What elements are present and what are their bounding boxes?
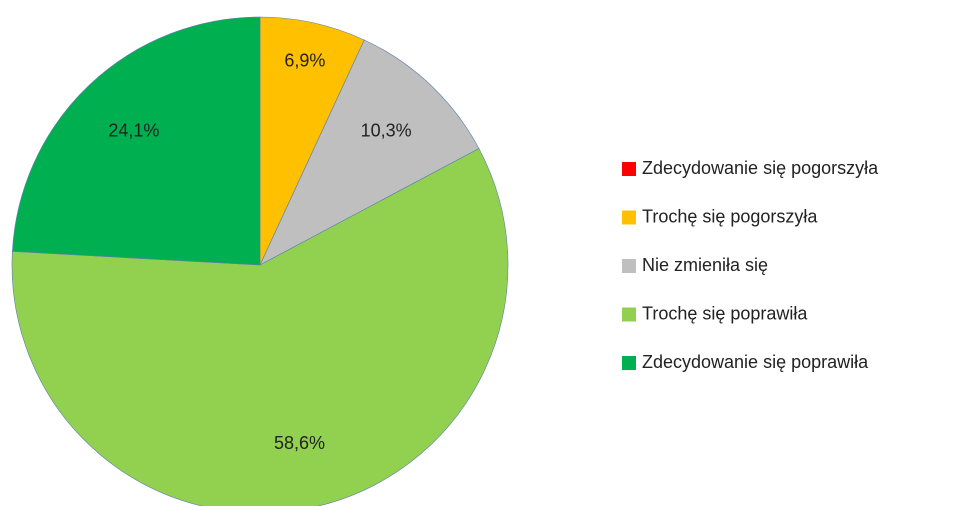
legend-swatch <box>622 162 636 176</box>
legend-label: Zdecydowanie się pogorszyła <box>642 158 879 178</box>
legend-label: Zdecydowanie się poprawiła <box>642 352 869 372</box>
pie-slice <box>259 39 480 266</box>
legend-label: Nie zmieniła się <box>642 255 768 275</box>
legend-swatch <box>622 259 636 273</box>
pie-slice <box>12 16 261 266</box>
legend-swatch <box>622 210 636 225</box>
pie-slice <box>11 148 509 506</box>
slice-label: 6,9% <box>284 50 325 70</box>
legend-label: Trochę się poprawiła <box>642 303 808 323</box>
legend-swatch <box>622 356 636 370</box>
legend-swatch <box>622 307 636 322</box>
legend-label: Trochę się pogorszyła <box>642 206 818 226</box>
pie-slice <box>259 16 365 266</box>
slice-label: 10,3% <box>361 120 412 140</box>
slice-label: 58,6% <box>274 433 325 453</box>
slice-label: 24,1% <box>108 120 159 140</box>
